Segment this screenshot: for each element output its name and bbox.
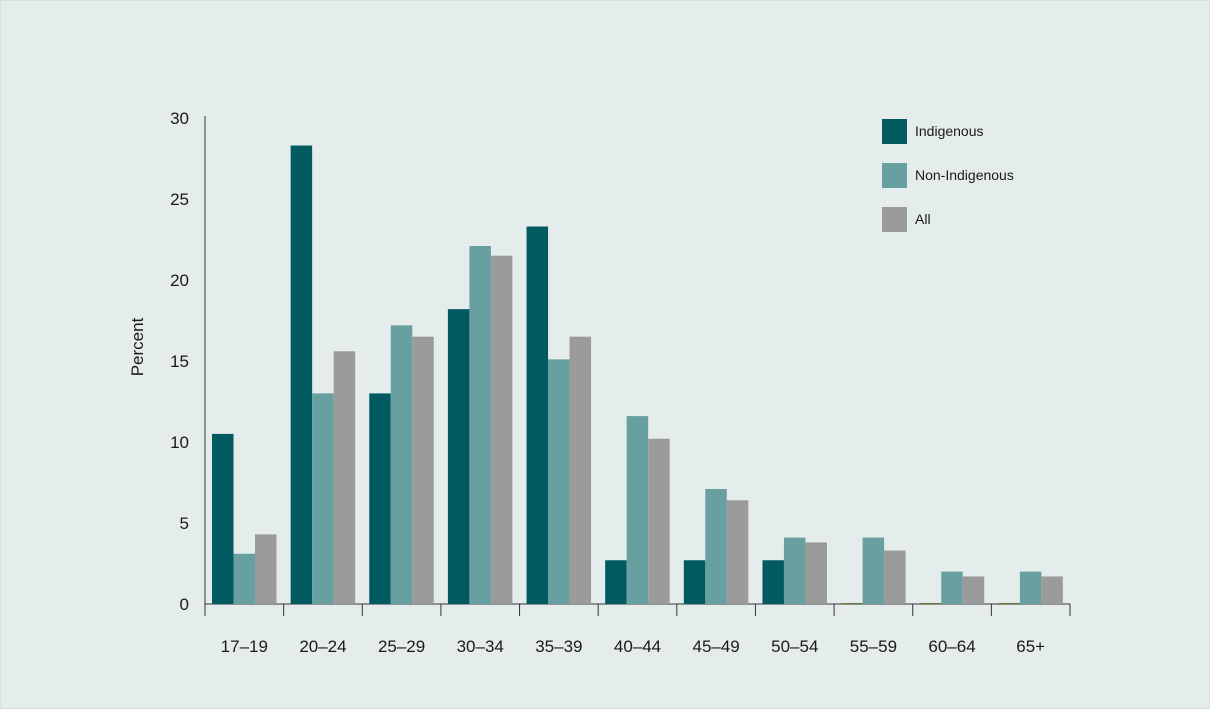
bar-all-6 <box>726 500 749 604</box>
bar-all-1 <box>333 351 356 604</box>
bar-all-9 <box>962 576 985 604</box>
x-tick-label: 65+ <box>1016 637 1045 656</box>
y-tick-label: 25 <box>170 190 189 209</box>
bar-non-indigenous-2 <box>390 325 413 604</box>
x-tick-label: 60–64 <box>928 637 975 656</box>
bar-non-indigenous-6 <box>705 488 727 604</box>
bar-indigenous-2 <box>369 393 391 604</box>
bars <box>212 145 1063 605</box>
bar-all-3 <box>490 255 513 604</box>
x-tick-label: 30–34 <box>457 637 504 656</box>
bar-indigenous-4 <box>526 226 549 605</box>
legend-swatch <box>882 207 907 232</box>
bar-non-indigenous-7 <box>783 537 806 604</box>
y-tick-label: 20 <box>170 271 189 290</box>
bar-indigenous-5 <box>605 560 627 604</box>
x-tick-label: 25–29 <box>378 637 425 656</box>
x-tick-label: 17–19 <box>221 637 268 656</box>
bar-non-indigenous-3 <box>469 245 491 605</box>
bar-non-indigenous-10 <box>1019 571 1042 604</box>
bar-indigenous-0 <box>212 433 234 604</box>
y-tick-label: 0 <box>180 595 189 614</box>
x-tick-label: 35–39 <box>535 637 582 656</box>
y-tick-label: 30 <box>170 109 189 128</box>
legend-label: Indigenous <box>915 123 984 139</box>
bar-all-4 <box>569 336 592 604</box>
y-axis-title: Percent <box>128 317 147 376</box>
bar-all-0 <box>255 534 277 604</box>
bar-all-8 <box>884 550 906 604</box>
bar-all-7 <box>805 542 827 604</box>
bar-indigenous-1 <box>290 145 313 605</box>
y-tick-label: 10 <box>170 433 189 452</box>
bar-indigenous-7 <box>762 560 784 604</box>
bar-indigenous-10 <box>998 603 1020 604</box>
x-tick-label: 55–59 <box>850 637 897 656</box>
legend-label: All <box>915 211 931 227</box>
bar-non-indigenous-1 <box>312 393 334 604</box>
bar-non-indigenous-9 <box>941 571 963 604</box>
x-tick-label: 40–44 <box>614 637 661 656</box>
bar-non-indigenous-8 <box>862 537 885 604</box>
legend-swatch <box>882 119 907 144</box>
legend-swatch <box>882 163 907 188</box>
legend-label: Non-Indigenous <box>915 167 1014 183</box>
bar-non-indigenous-5 <box>626 416 649 604</box>
bar-indigenous-9 <box>919 603 942 604</box>
bar-all-5 <box>648 438 670 604</box>
bar-indigenous-6 <box>683 560 706 604</box>
bar-all-2 <box>412 336 434 604</box>
x-axis: 17–19 20–24 25–29 30–34 35–39 40–44 45–49 50–54… <box>204 603 1071 656</box>
x-tick-label: 20–24 <box>299 637 346 656</box>
bar-non-indigenous-4 <box>548 359 570 604</box>
x-tick-label: 45–49 <box>692 637 739 656</box>
y-tick-label: 15 <box>170 352 189 371</box>
bar-indigenous-8 <box>841 603 863 604</box>
y-tick-label: 5 <box>180 514 189 533</box>
x-tick-label: 50–54 <box>771 637 818 656</box>
bar-all-10 <box>1041 576 1063 604</box>
bar-indigenous-3 <box>447 309 470 604</box>
bar-non-indigenous-0 <box>233 553 255 604</box>
y-axis: 0 5 10 15 20 25 30 <box>170 109 206 614</box>
legend: Indigenous Non-Indigenous All <box>882 119 1014 232</box>
